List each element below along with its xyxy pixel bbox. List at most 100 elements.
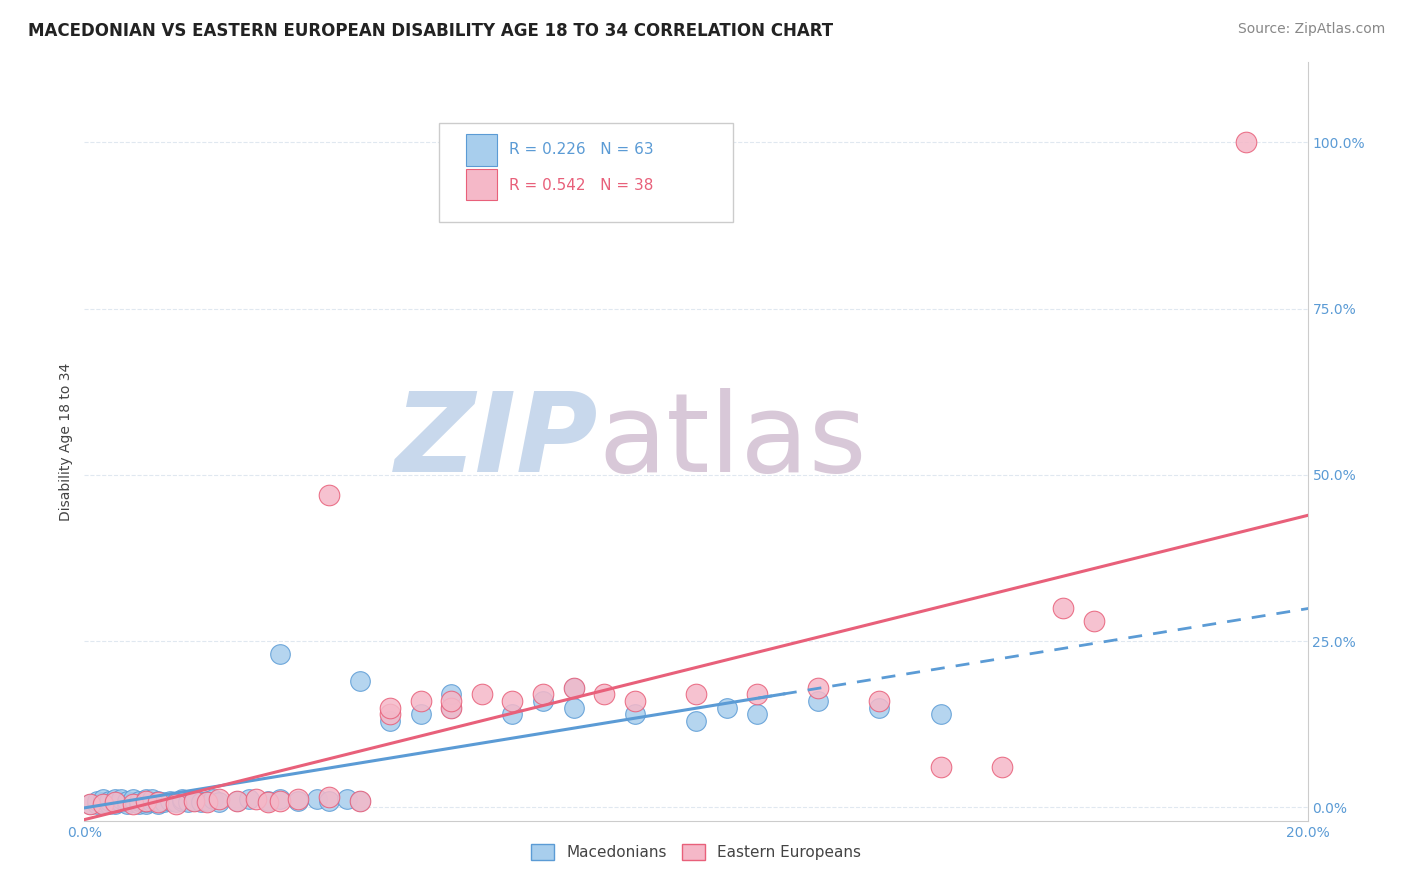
Point <box>91 795 114 809</box>
Point <box>269 648 291 662</box>
Point <box>562 681 585 695</box>
Point <box>208 795 231 809</box>
Point <box>128 797 150 811</box>
Point <box>380 700 402 714</box>
Point <box>110 792 132 806</box>
Point <box>440 687 463 701</box>
Point <box>380 714 402 728</box>
Point <box>97 797 120 811</box>
Point <box>929 707 952 722</box>
Point <box>440 694 463 708</box>
Point <box>79 797 101 811</box>
Point <box>146 795 169 809</box>
Point <box>183 794 205 808</box>
Point <box>685 687 707 701</box>
Point <box>269 794 291 808</box>
Point <box>502 694 524 708</box>
Point <box>115 794 138 808</box>
Point <box>471 687 494 701</box>
Point <box>502 707 524 722</box>
Point <box>409 707 432 722</box>
Point <box>97 794 120 808</box>
Point <box>195 794 218 808</box>
Point <box>409 694 432 708</box>
Point <box>624 694 647 708</box>
Point <box>122 797 145 811</box>
Point <box>440 700 463 714</box>
Y-axis label: Disability Age 18 to 34: Disability Age 18 to 34 <box>59 362 73 521</box>
Point <box>929 760 952 774</box>
Point <box>135 794 157 808</box>
Point <box>104 792 127 806</box>
Point <box>208 792 231 806</box>
Text: R = 0.226   N = 63: R = 0.226 N = 63 <box>509 142 654 157</box>
Point <box>531 694 554 708</box>
Point <box>135 795 157 809</box>
Point <box>122 795 145 809</box>
Point <box>257 794 280 808</box>
Point <box>201 792 224 806</box>
Point <box>991 760 1014 774</box>
Point <box>91 797 114 811</box>
Point <box>287 792 309 806</box>
Point <box>226 794 249 808</box>
Point <box>747 687 769 701</box>
Point <box>531 687 554 701</box>
Point <box>747 707 769 722</box>
Point <box>562 700 585 714</box>
Point <box>86 797 108 811</box>
Text: ZIP: ZIP <box>395 388 598 495</box>
Point <box>716 700 738 714</box>
Bar <box>465 134 496 166</box>
Legend: Macedonians, Eastern Europeans: Macedonians, Eastern Europeans <box>524 838 868 866</box>
Text: Source: ZipAtlas.com: Source: ZipAtlas.com <box>1237 22 1385 37</box>
Point <box>146 794 169 808</box>
Point <box>305 792 328 806</box>
Point <box>349 673 371 688</box>
Point <box>172 792 194 806</box>
Point <box>807 694 830 708</box>
Point <box>318 790 340 805</box>
Point <box>440 700 463 714</box>
Point <box>624 707 647 722</box>
Point <box>1083 614 1105 628</box>
Point <box>159 794 181 808</box>
Point <box>593 687 616 701</box>
Bar <box>465 169 496 201</box>
Point <box>128 794 150 808</box>
Point <box>177 795 200 809</box>
Point <box>91 792 114 806</box>
Point <box>238 792 260 806</box>
Point <box>79 797 101 811</box>
Point <box>318 488 340 502</box>
Point <box>110 795 132 809</box>
Point <box>869 694 891 708</box>
Point <box>269 792 291 806</box>
Point <box>165 797 187 811</box>
Point <box>86 794 108 808</box>
Point <box>135 797 157 811</box>
Point <box>122 792 145 806</box>
Point <box>91 797 114 811</box>
Point <box>165 795 187 809</box>
Point <box>349 794 371 808</box>
Point <box>869 700 891 714</box>
Point <box>245 792 267 806</box>
Point <box>172 794 194 808</box>
Point <box>257 795 280 809</box>
FancyBboxPatch shape <box>439 123 733 221</box>
Point <box>135 792 157 806</box>
Point <box>318 794 340 808</box>
Point <box>141 792 163 806</box>
Text: atlas: atlas <box>598 388 866 495</box>
Point <box>195 795 218 809</box>
Point <box>190 795 212 809</box>
Point <box>1052 600 1074 615</box>
Point <box>226 794 249 808</box>
Point <box>104 797 127 811</box>
Point <box>146 797 169 811</box>
Point <box>380 707 402 722</box>
Point <box>336 792 359 806</box>
Point <box>287 794 309 808</box>
Text: MACEDONIAN VS EASTERN EUROPEAN DISABILITY AGE 18 TO 34 CORRELATION CHART: MACEDONIAN VS EASTERN EUROPEAN DISABILIT… <box>28 22 834 40</box>
